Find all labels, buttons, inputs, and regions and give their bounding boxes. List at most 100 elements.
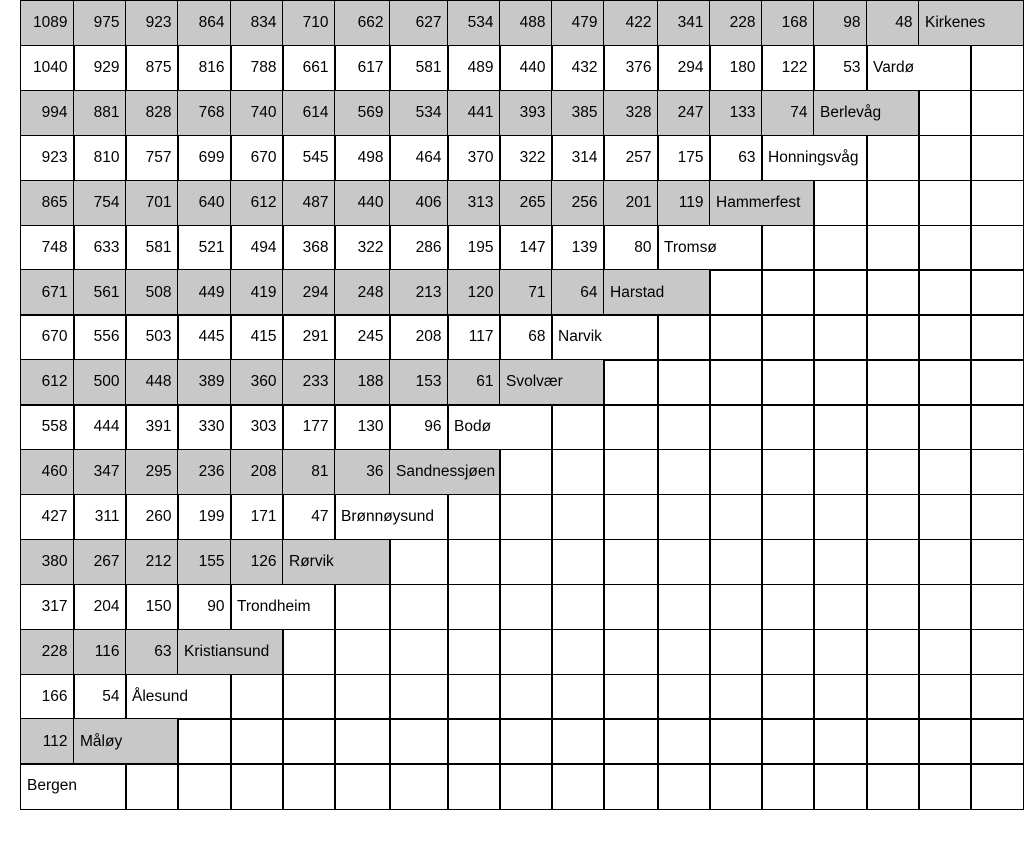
distance-cell: 768: [177, 89, 232, 137]
empty-cell: [551, 538, 605, 586]
empty-cell: [709, 404, 763, 451]
empty-cell: [389, 583, 449, 631]
distance-cell: 432: [551, 44, 605, 92]
port-name: Kirkenes: [918, 0, 1024, 47]
distance-cell: 612: [230, 179, 284, 226]
empty-cell: [918, 224, 972, 271]
distance-cell: 314: [551, 134, 605, 182]
distance-cell: 204: [73, 583, 127, 631]
distance-cell: 122: [761, 44, 815, 92]
distance-cell: 260: [125, 493, 179, 541]
distance-cell: 427: [20, 493, 75, 541]
distance-cell: 228: [20, 628, 75, 675]
distance-cell: 150: [125, 583, 179, 631]
distance-cell: 380: [20, 538, 75, 586]
empty-cell: [551, 763, 605, 810]
empty-cell: [709, 269, 763, 316]
distance-cell: 175: [657, 134, 711, 182]
distance-cell: 322: [499, 134, 553, 182]
empty-cell: [918, 359, 972, 406]
distance-cell: 295: [125, 449, 179, 496]
distance-cell: 640: [177, 179, 232, 226]
distance-cell: 68: [499, 314, 553, 361]
empty-cell: [813, 538, 868, 586]
empty-cell: [918, 179, 972, 226]
empty-cell: [657, 314, 711, 361]
empty-cell: [603, 628, 659, 675]
distance-cell: 521: [177, 224, 232, 271]
empty-cell: [499, 538, 553, 586]
empty-cell: [551, 493, 605, 541]
distance-cell: 71: [499, 269, 553, 316]
empty-cell: [866, 538, 920, 586]
port-name: Bodø: [447, 404, 553, 451]
port-name: Vardø: [866, 44, 972, 92]
empty-cell: [970, 179, 1024, 226]
distance-cell: 479: [551, 0, 605, 47]
empty-cell: [389, 673, 449, 720]
empty-cell: [657, 583, 711, 631]
distance-cell: 63: [709, 134, 763, 182]
empty-cell: [866, 673, 920, 720]
empty-cell: [918, 583, 972, 631]
empty-cell: [657, 763, 711, 810]
distance-cell: 633: [73, 224, 127, 271]
distance-cell: 487: [282, 179, 336, 226]
distance-cell: 168: [761, 0, 815, 47]
empty-cell: [866, 493, 920, 541]
distance-cell: 612: [20, 359, 75, 406]
empty-cell: [709, 314, 763, 361]
empty-cell: [230, 718, 284, 765]
distance-cell: 96: [389, 404, 449, 451]
empty-cell: [603, 538, 659, 586]
empty-cell: [709, 359, 763, 406]
empty-cell: [970, 718, 1024, 765]
empty-cell: [866, 628, 920, 675]
distance-cell: 445: [177, 314, 232, 361]
empty-cell: [603, 718, 659, 765]
port-name: Svolvær: [499, 359, 605, 406]
empty-cell: [813, 404, 868, 451]
distance-cell: 139: [551, 224, 605, 271]
empty-cell: [125, 763, 179, 810]
empty-cell: [813, 314, 868, 361]
empty-cell: [761, 449, 815, 496]
port-name: Måløy: [73, 718, 179, 765]
empty-cell: [970, 134, 1024, 182]
distance-cell: 368: [282, 224, 336, 271]
empty-cell: [813, 179, 868, 226]
distance-cell: 303: [230, 404, 284, 451]
empty-cell: [918, 493, 972, 541]
empty-cell: [813, 718, 868, 765]
empty-cell: [918, 538, 972, 586]
distance-cell: 581: [125, 224, 179, 271]
port-name: Brønnøysund: [334, 493, 449, 541]
distance-cell: 80: [603, 224, 659, 271]
empty-cell: [761, 628, 815, 675]
empty-cell: [709, 538, 763, 586]
distance-cell: 213: [389, 269, 449, 316]
distance-cell: 233: [282, 359, 336, 406]
empty-cell: [761, 269, 815, 316]
empty-cell: [761, 359, 815, 406]
empty-cell: [603, 404, 659, 451]
distance-cell: 171: [230, 493, 284, 541]
distance-cell: 98: [813, 0, 868, 47]
distance-cell: 489: [447, 44, 501, 92]
empty-cell: [761, 673, 815, 720]
empty-cell: [551, 673, 605, 720]
empty-cell: [447, 493, 501, 541]
empty-cell: [230, 763, 284, 810]
empty-cell: [709, 718, 763, 765]
empty-cell: [282, 763, 336, 810]
distance-cell: 449: [177, 269, 232, 316]
port-name: Kristiansund: [177, 628, 284, 675]
distance-cell: 545: [282, 134, 336, 182]
empty-cell: [866, 134, 920, 182]
distance-cell: 448: [125, 359, 179, 406]
distance-cell: 256: [551, 179, 605, 226]
distance-cell: 328: [603, 89, 659, 137]
port-name: Trondheim: [230, 583, 336, 631]
distance-cell: 440: [499, 44, 553, 92]
empty-cell: [447, 763, 501, 810]
